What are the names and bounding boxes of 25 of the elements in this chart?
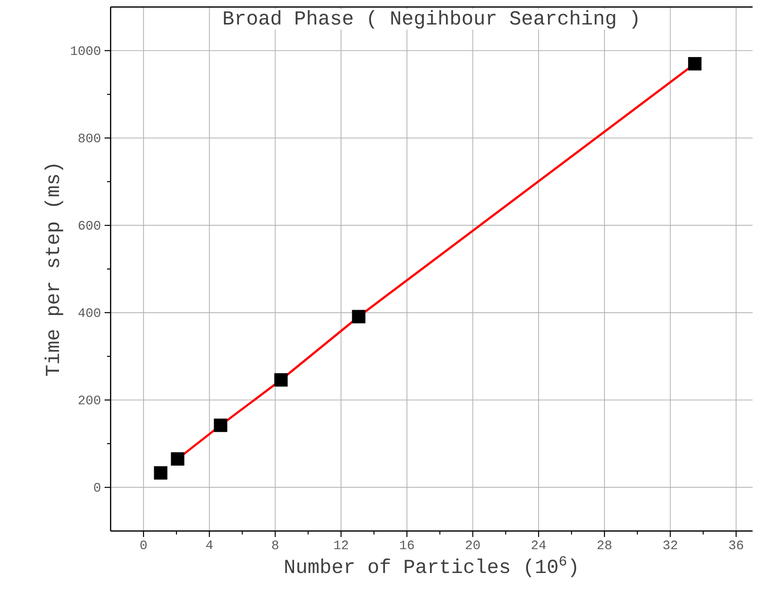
point [352, 310, 366, 324]
x-tick-label: 32 [663, 540, 678, 550]
x-tick-label: 4 [206, 540, 213, 550]
point [214, 418, 228, 432]
y-tick-label: 1000 [70, 46, 100, 56]
x-tick-label: 36 [729, 540, 744, 550]
y-axis-title: Time per step (ms) [44, 164, 64, 376]
chart-title: Broad Phase ( Negihbour Searching ) [224, 10, 638, 29]
x-tick-label: 12 [334, 540, 348, 550]
x-tick-label: 0 [140, 540, 147, 550]
point [688, 57, 702, 70]
y-tick-label: 400 [78, 308, 100, 318]
point [274, 373, 288, 387]
x-tick-label: 28 [598, 540, 612, 550]
x-tick-label: 16 [400, 540, 414, 550]
point [154, 466, 168, 480]
y-tick-label: 0 [94, 482, 100, 492]
y-tick-label: 600 [78, 220, 100, 230]
x-tick-label: 20 [466, 540, 480, 550]
x-tick-label: 8 [272, 540, 278, 550]
y-tick-label: 200 [78, 396, 100, 404]
y-tick-label: 800 [78, 134, 100, 142]
x-axis-title: Number of Particles (10$^{6}$) [285, 556, 576, 578]
x-tick-label: 24 [532, 540, 546, 550]
point [170, 452, 184, 466]
